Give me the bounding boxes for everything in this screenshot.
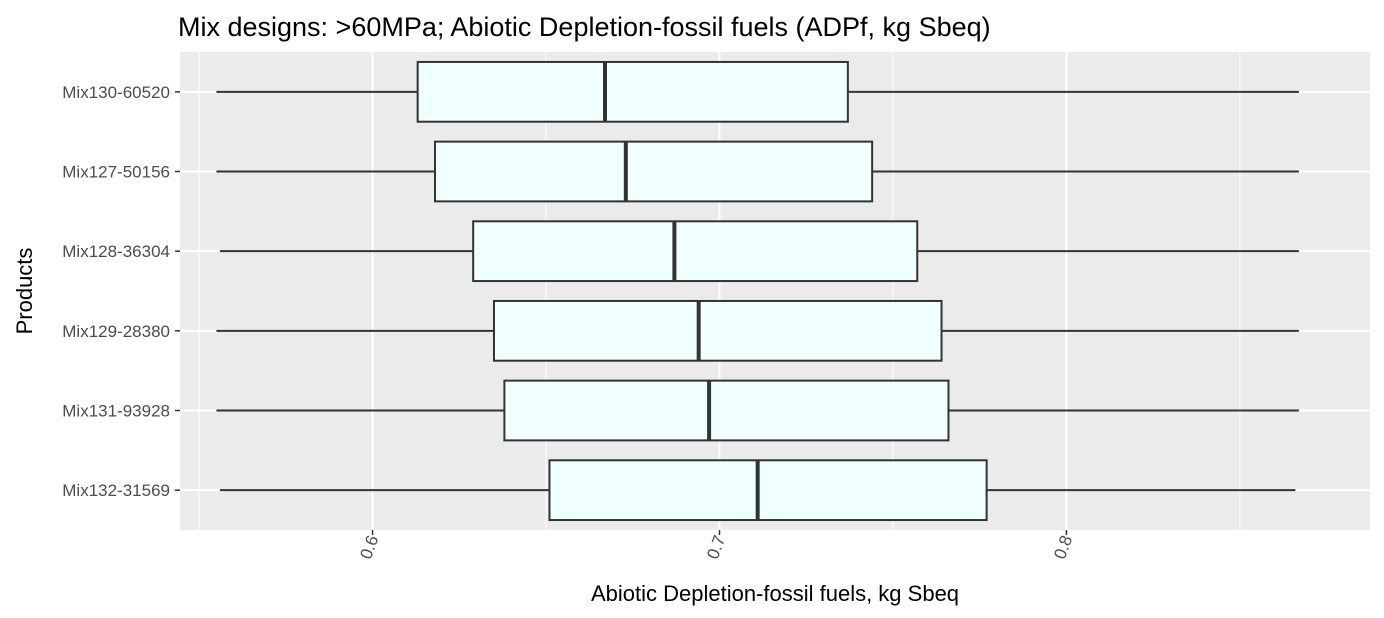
- box-Mix132-31569: [219, 459, 1296, 522]
- x-tick-label: 0.7: [703, 533, 729, 562]
- y-tick-label: Mix130-60520: [62, 83, 170, 102]
- chart-title: Mix designs: >60MPa; Abiotic Depletion-f…: [178, 12, 991, 42]
- y-tick-label: Mix131-93928: [62, 402, 170, 421]
- x-tick-label: 0.6: [356, 533, 382, 562]
- box-Mix128-36304: [219, 220, 1299, 283]
- plot-panel: [180, 52, 1370, 530]
- iqr-box: [434, 140, 874, 203]
- iqr-box: [492, 299, 943, 362]
- box-Mix130-60520: [216, 60, 1299, 123]
- iqr-box: [548, 459, 988, 522]
- boxes: [216, 60, 1299, 522]
- iqr-box: [472, 220, 919, 283]
- y-axis-title: Products: [12, 248, 37, 335]
- box-Mix129-28380: [216, 299, 1299, 362]
- box-Mix127-50156: [216, 140, 1299, 203]
- y-tick-label: Mix132-31569: [62, 481, 170, 500]
- y-tick-label: Mix129-28380: [62, 322, 170, 341]
- x-tick-label: 0.8: [1050, 533, 1076, 562]
- y-tick-label: Mix127-50156: [62, 163, 170, 182]
- iqr-box: [503, 379, 950, 442]
- x-axis-title: Abiotic Depletion-fossil fuels, kg Sbeq: [591, 581, 959, 606]
- y-tick-label: Mix128-36304: [62, 242, 170, 261]
- box-Mix131-93928: [216, 379, 1299, 442]
- iqr-box: [416, 60, 849, 123]
